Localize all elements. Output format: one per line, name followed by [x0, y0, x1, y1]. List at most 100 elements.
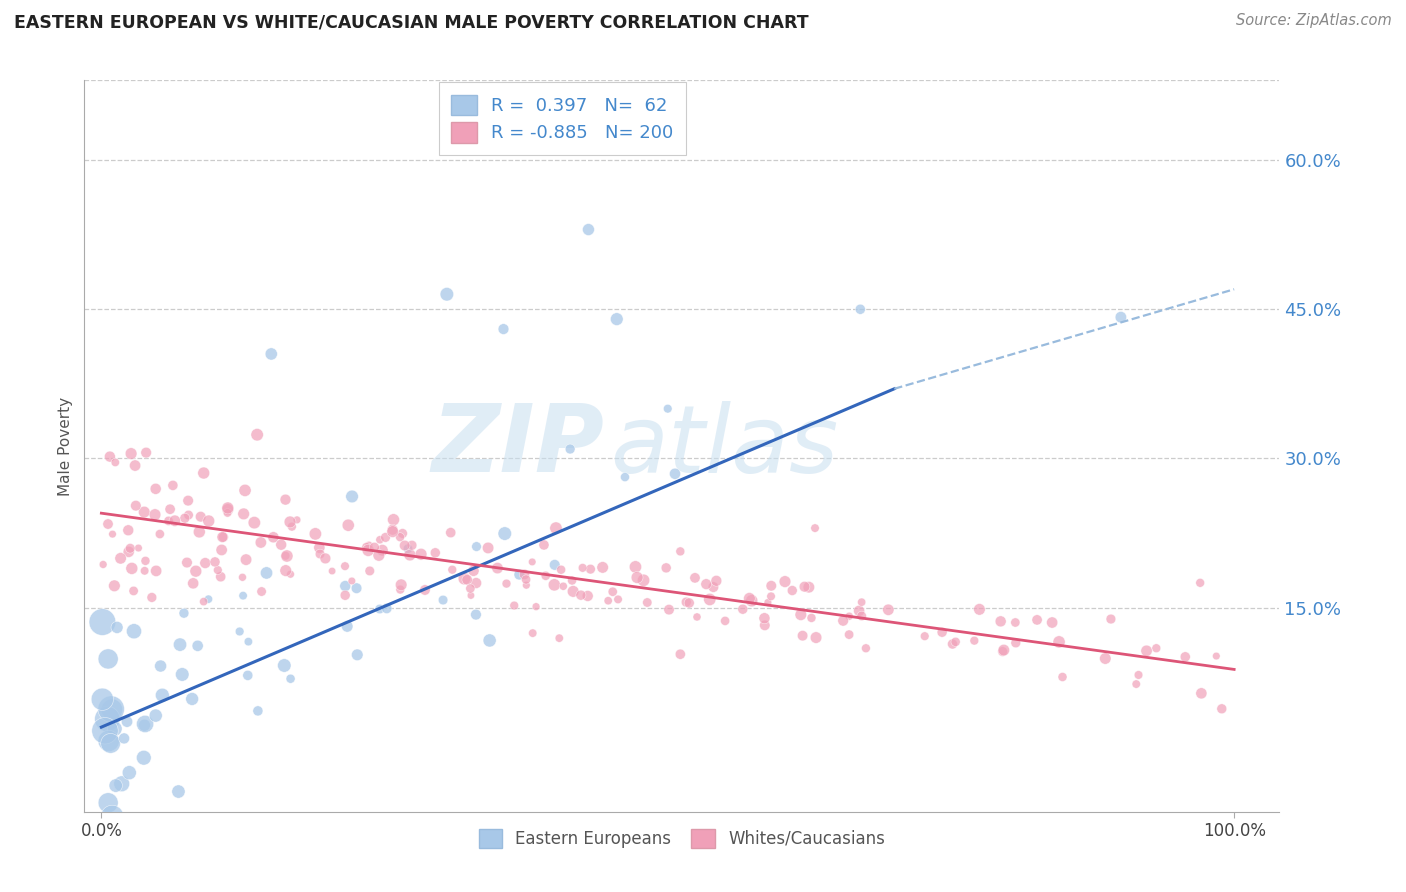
Point: [157, 514, 180, 528]
Point: [111, 777, 134, 791]
Point: [678, 596, 700, 610]
Point: [683, 571, 706, 585]
Point: [441, 563, 464, 577]
Point: [134, 564, 156, 578]
Point: [101, 527, 124, 541]
Point: [754, 611, 776, 625]
Point: [232, 507, 254, 521]
Point: [304, 526, 326, 541]
Point: [118, 765, 141, 780]
Point: [211, 530, 233, 544]
Point: [548, 631, 571, 645]
Point: [217, 500, 239, 515]
Point: [738, 591, 761, 606]
Point: [96, 712, 118, 726]
Point: [495, 576, 517, 591]
Point: [335, 579, 357, 593]
Point: [173, 606, 195, 620]
Point: [190, 509, 212, 524]
Point: [110, 551, 132, 566]
Point: [515, 573, 537, 587]
Point: [991, 644, 1014, 658]
Point: [212, 530, 235, 544]
Point: [914, 629, 936, 643]
Point: [233, 483, 256, 498]
Point: [478, 633, 501, 648]
Point: [941, 637, 963, 651]
Point: [274, 564, 297, 578]
Point: [780, 583, 803, 598]
Point: [209, 570, 232, 584]
Point: [598, 593, 620, 607]
Point: [98, 450, 121, 464]
Point: [246, 427, 269, 442]
Point: [134, 718, 156, 732]
Point: [270, 538, 292, 552]
Point: [145, 564, 167, 578]
Point: [1174, 649, 1197, 664]
Point: [276, 549, 298, 563]
Point: [655, 561, 678, 575]
Point: [321, 564, 343, 578]
Point: [761, 579, 783, 593]
Point: [104, 455, 127, 469]
Point: [522, 555, 544, 569]
Point: [359, 564, 381, 578]
Point: [706, 574, 728, 588]
Point: [754, 618, 776, 632]
Point: [797, 580, 820, 594]
Point: [125, 499, 148, 513]
Point: [669, 544, 692, 558]
Point: [756, 595, 779, 609]
Point: [993, 643, 1015, 657]
Point: [607, 592, 630, 607]
Point: [524, 599, 547, 614]
Point: [94, 723, 117, 738]
Point: [115, 714, 138, 729]
Point: [1040, 615, 1063, 630]
Point: [181, 692, 204, 706]
Point: [217, 502, 239, 516]
Point: [278, 515, 301, 529]
Point: [399, 548, 422, 562]
Point: [101, 810, 124, 824]
Point: [101, 703, 124, 717]
Point: [337, 518, 360, 533]
Point: [686, 610, 709, 624]
Point: [1189, 686, 1212, 700]
Point: [122, 583, 145, 598]
Point: [167, 784, 190, 798]
Point: [91, 692, 114, 706]
Point: [368, 602, 391, 616]
Point: [945, 635, 967, 649]
Point: [731, 602, 754, 616]
Point: [1047, 635, 1070, 649]
Point: [460, 589, 482, 603]
Point: [657, 401, 679, 416]
Point: [389, 530, 412, 544]
Point: [508, 567, 530, 582]
Point: [440, 525, 463, 540]
Point: [1135, 644, 1157, 658]
Point: [453, 572, 475, 586]
Point: [163, 514, 186, 528]
Point: [357, 543, 380, 558]
Point: [1099, 612, 1122, 626]
Point: [456, 573, 478, 587]
Point: [368, 533, 391, 547]
Point: [375, 601, 398, 615]
Point: [173, 511, 195, 525]
Point: [256, 566, 278, 580]
Point: [963, 633, 986, 648]
Point: [465, 576, 488, 591]
Point: [606, 312, 628, 326]
Point: [804, 631, 827, 645]
Point: [281, 519, 304, 533]
Point: [544, 558, 567, 572]
Point: [243, 516, 266, 530]
Point: [793, 580, 815, 594]
Point: [465, 540, 488, 554]
Point: [1026, 613, 1049, 627]
Point: [592, 560, 614, 574]
Point: [228, 624, 250, 639]
